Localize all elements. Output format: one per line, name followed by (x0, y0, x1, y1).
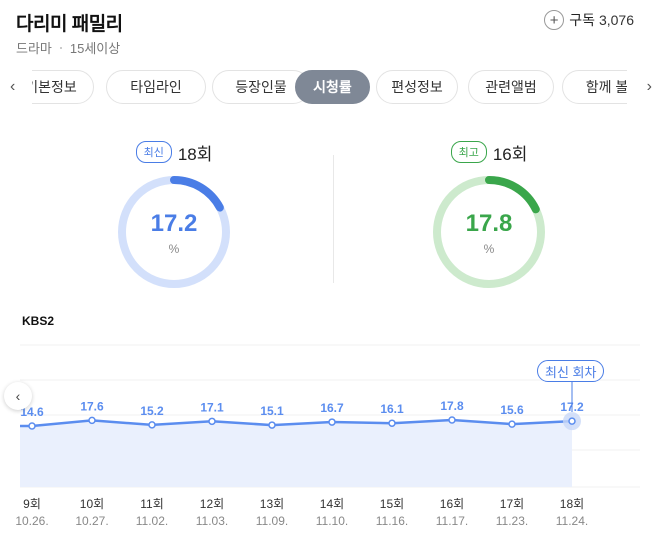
tab-scroll-right-icon[interactable]: › (646, 78, 652, 95)
chart-area-fill (20, 420, 572, 487)
data-point (148, 421, 156, 429)
tab-ratings[interactable]: 시청률 (295, 70, 370, 104)
data-point (448, 416, 456, 424)
episode-tick-label: 9회 (23, 497, 41, 511)
latest-donut-arc (118, 176, 230, 288)
episode-tick-label: 17회 (500, 497, 524, 511)
best-episode: 16회 (492, 144, 528, 164)
best-rating-unit: % (483, 242, 495, 256)
tab-bar: ‹ 기본정보 타임라인 등장인물 시청률 편성정보 관련앨범 함께 볼 › (0, 68, 662, 108)
data-point (88, 416, 96, 425)
data-label: 16.1 (380, 402, 404, 416)
program-header: 다리미 패밀리 드라마 15세이상 + 구독 3,076 (0, 0, 662, 62)
episode-tick-label: 15회 (380, 497, 404, 511)
data-label: 17.1 (200, 400, 224, 414)
data-point (208, 417, 216, 426)
episode-tick-label: 13회 (260, 497, 284, 511)
episode-tick-label: 12회 (200, 497, 224, 511)
data-label: 15.6 (500, 403, 524, 417)
tab-scroll-left-icon[interactable]: ‹ (10, 78, 16, 95)
tab-watch-together[interactable]: 함께 볼 (562, 70, 627, 104)
latest-episode-tag: 최신 회차 (537, 360, 605, 382)
date-tick-label: 10.26. (15, 514, 48, 528)
channel-label: KBS2 (22, 314, 55, 328)
data-label: 15.1 (260, 404, 284, 418)
date-tick-label: 10.27. (75, 514, 108, 528)
latest-rating-value: 17.2 (150, 210, 198, 237)
data-label: 17.6 (80, 399, 104, 413)
date-tick-label: 11.02. (136, 514, 168, 528)
data-point (508, 420, 516, 428)
latest-rating-gauge: 최신 18회 17.2 % (94, 138, 254, 288)
ratings-chart: 14.6 9회 10.26. 17.6 10회 10.27. 15.2 11회 11.02. 17… (15, 344, 640, 528)
data-label: 15.2 (140, 404, 164, 418)
tab-cast[interactable]: 등장인물 (212, 70, 310, 104)
episode-tick-label: 11회 (140, 497, 164, 511)
best-gauge-header: 최고 16회 (409, 138, 569, 166)
data-point (388, 419, 396, 427)
data-point (328, 418, 336, 426)
best-donut (433, 176, 545, 288)
program-meta: 드라마 15세이상 (16, 38, 120, 57)
best-rating-value: 17.8 (465, 210, 513, 237)
subscribe-count: 3,076 (598, 12, 634, 28)
tab-related-album[interactable]: 관련앨범 (468, 70, 554, 104)
date-tick-label: 11.10. (316, 514, 348, 528)
best-donut-arc (433, 176, 545, 288)
date-tick-label: 11.03. (196, 514, 228, 528)
data-label: 17.8 (440, 399, 464, 413)
meta-separator (59, 46, 62, 49)
chart-prev-icon[interactable]: ‹ (4, 382, 32, 410)
tab-timeline[interactable]: 타임라인 (106, 70, 206, 104)
tab-schedule[interactable]: 편성정보 (376, 70, 458, 104)
best-badge: 최고 (450, 141, 487, 163)
subscribe-button[interactable]: + 구독 3,076 (544, 10, 634, 30)
date-tick-label: 11.24. (556, 514, 588, 528)
date-tick-label: 11.16. (376, 514, 408, 528)
latest-badge: 최신 (135, 141, 172, 163)
date-tick-label: 11.17. (436, 514, 468, 528)
date-tick-label: 11.23. (496, 514, 528, 528)
episode-tick-label: 14회 (320, 497, 344, 511)
latest-donut (118, 176, 230, 288)
episode-tick-label: 16회 (440, 497, 464, 511)
latest-rating-unit: % (168, 242, 180, 256)
latest-episode: 18회 (177, 144, 213, 164)
genre-label: 드라마 (16, 41, 52, 56)
data-label: 14.6 (20, 405, 44, 419)
best-rating-gauge: 최고 16회 17.8 % (409, 138, 569, 288)
date-tick-label: 11.09. (256, 514, 288, 528)
episode-tick-label: 18회 (560, 497, 584, 511)
episode-tick-label: 10회 (80, 497, 104, 511)
plus-icon: + (544, 10, 565, 30)
tab-strip: 기본정보 타임라인 등장인물 시청률 편성정보 관련앨범 함께 볼 (32, 70, 627, 104)
program-title: 다리미 패밀리 (16, 14, 123, 35)
data-point (268, 421, 276, 429)
gauge-divider (333, 155, 334, 283)
subscribe-label: 구독 (569, 12, 595, 28)
age-rating-label: 15세이상 (69, 41, 121, 56)
latest-gauge-header: 최신 18회 (94, 138, 254, 166)
data-point (28, 422, 36, 430)
data-point (568, 417, 576, 425)
data-label: 16.7 (320, 401, 344, 415)
tab-basic-info[interactable]: 기본정보 (32, 70, 94, 104)
